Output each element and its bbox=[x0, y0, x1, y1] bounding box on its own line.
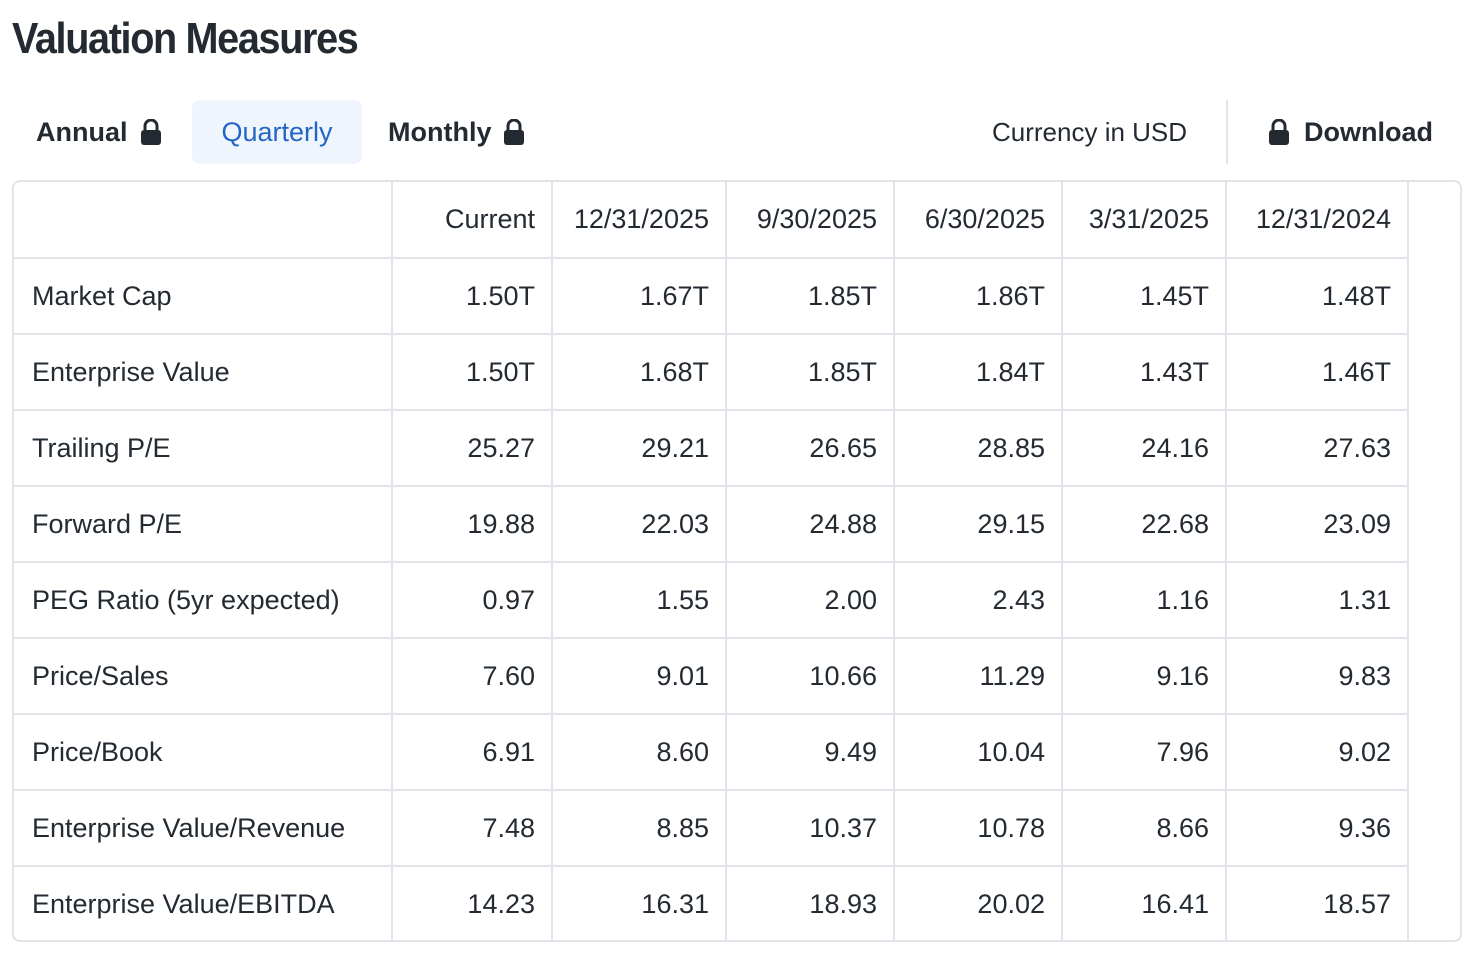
table-row: Market Cap 1.50T 1.67T 1.85T 1.86T 1.45T 1.48T bbox=[14, 258, 1409, 335]
table-cell: 29.15 bbox=[894, 486, 1063, 563]
table-cell: 1.46T bbox=[1226, 334, 1409, 411]
download-button[interactable]: Download bbox=[1268, 100, 1433, 164]
column-header: 6/30/2025 bbox=[894, 182, 1063, 259]
table-cell: 1.50T bbox=[392, 334, 553, 411]
table-cell: 1.86T bbox=[894, 258, 1063, 335]
table-cell: 7.60 bbox=[392, 638, 553, 715]
table-cell: 1.67T bbox=[552, 258, 727, 335]
column-header: 12/31/2024 bbox=[1226, 182, 1409, 259]
table-row: Price/Sales 7.60 9.01 10.66 11.29 9.16 9.83 bbox=[14, 638, 1409, 715]
table-cell: 10.66 bbox=[726, 638, 895, 715]
valuation-table: Current 12/31/2025 9/30/2025 6/30/2025 3… bbox=[12, 180, 1462, 942]
table-cell: 1.85T bbox=[726, 258, 895, 335]
table-row: Price/Book 6.91 8.60 9.49 10.04 7.96 9.02 bbox=[14, 714, 1409, 791]
table-cell: 1.48T bbox=[1226, 258, 1409, 335]
table-cell: 9.02 bbox=[1226, 714, 1409, 791]
table-cell: 10.37 bbox=[726, 790, 895, 867]
table-cell: 11.29 bbox=[894, 638, 1063, 715]
tab-annual-label: Annual bbox=[36, 116, 128, 147]
table-cell: 18.93 bbox=[726, 866, 895, 940]
table-header-row: Current 12/31/2025 9/30/2025 6/30/2025 3… bbox=[14, 182, 1409, 259]
table-cell: 9.83 bbox=[1226, 638, 1409, 715]
table-row: Enterprise Value/Revenue 7.48 8.85 10.37 10.… bbox=[14, 790, 1409, 867]
table-cell: 1.84T bbox=[894, 334, 1063, 411]
row-label: Forward P/E bbox=[14, 486, 393, 563]
currency-label: Currency in USD bbox=[992, 116, 1188, 147]
table-cell: 22.03 bbox=[552, 486, 727, 563]
table-cell: 28.85 bbox=[894, 410, 1063, 487]
table-cell: 16.31 bbox=[552, 866, 727, 940]
tab-monthly[interactable]: Monthly bbox=[382, 100, 552, 164]
table-cell: 8.66 bbox=[1062, 790, 1227, 867]
table-cell: 22.68 bbox=[1062, 486, 1227, 563]
toolbar-divider bbox=[1226, 100, 1228, 164]
row-label: Enterprise Value/Revenue bbox=[14, 790, 393, 867]
table-cell: 10.78 bbox=[894, 790, 1063, 867]
table-cell: 9.16 bbox=[1062, 638, 1227, 715]
page-title: Valuation Measures bbox=[12, 14, 359, 63]
row-label: PEG Ratio (5yr expected) bbox=[14, 562, 393, 639]
table-cell: 1.31 bbox=[1226, 562, 1409, 639]
table-cell: 20.02 bbox=[894, 866, 1063, 940]
column-header bbox=[14, 182, 393, 259]
lock-icon bbox=[503, 119, 525, 145]
lock-icon bbox=[1268, 119, 1290, 145]
table-cell: 27.63 bbox=[1226, 410, 1409, 487]
table-cell: 10.04 bbox=[894, 714, 1063, 791]
table-cell: 6.91 bbox=[392, 714, 553, 791]
table-cell: 1.16 bbox=[1062, 562, 1227, 639]
table-cell: 7.96 bbox=[1062, 714, 1227, 791]
table-row: Enterprise Value 1.50T 1.68T 1.85T 1.84T 1.43… bbox=[14, 334, 1409, 411]
row-label: Market Cap bbox=[14, 258, 393, 335]
table-cell: 1.85T bbox=[726, 334, 895, 411]
download-label: Download bbox=[1304, 116, 1433, 147]
table-cell: 29.21 bbox=[552, 410, 727, 487]
table-row: Enterprise Value/EBITDA 14.23 16.31 18.93 20… bbox=[14, 866, 1409, 940]
table-cell: 9.01 bbox=[552, 638, 727, 715]
table-cell: 14.23 bbox=[392, 866, 553, 940]
table-cell: 7.48 bbox=[392, 790, 553, 867]
table-cell: 0.97 bbox=[392, 562, 553, 639]
row-label: Enterprise Value bbox=[14, 334, 393, 411]
table-cell: 24.88 bbox=[726, 486, 895, 563]
table-cell: 1.55 bbox=[552, 562, 727, 639]
column-header: 9/30/2025 bbox=[726, 182, 895, 259]
row-label: Price/Sales bbox=[14, 638, 393, 715]
column-header: 3/31/2025 bbox=[1062, 182, 1227, 259]
lock-icon bbox=[140, 119, 162, 145]
table-cell: 8.60 bbox=[552, 714, 727, 791]
tab-annual[interactable]: Annual bbox=[22, 100, 172, 164]
table-cell: 2.43 bbox=[894, 562, 1063, 639]
row-label: Price/Book bbox=[14, 714, 393, 791]
column-header: Current bbox=[392, 182, 553, 259]
table-cell: 24.16 bbox=[1062, 410, 1227, 487]
table-cell: 1.45T bbox=[1062, 258, 1227, 335]
row-label: Trailing P/E bbox=[14, 410, 393, 487]
table-cell: 16.41 bbox=[1062, 866, 1227, 940]
tab-quarterly[interactable]: Quarterly bbox=[192, 100, 362, 164]
table-cell: 26.65 bbox=[726, 410, 895, 487]
table-cell: 1.68T bbox=[552, 334, 727, 411]
table-row: Trailing P/E 25.27 29.21 26.65 28.85 24.16 27.… bbox=[14, 410, 1409, 487]
table-cell: 25.27 bbox=[392, 410, 553, 487]
table-cell: 9.36 bbox=[1226, 790, 1409, 867]
table-row: Forward P/E 19.88 22.03 24.88 29.15 22.68 23.0… bbox=[14, 486, 1409, 563]
table-cell: 19.88 bbox=[392, 486, 553, 563]
table-cell: 1.43T bbox=[1062, 334, 1227, 411]
period-toolbar: Annual Quarterly Monthly Currency in USD… bbox=[12, 100, 1462, 164]
row-label: Enterprise Value/EBITDA bbox=[14, 866, 393, 940]
column-header: 12/31/2025 bbox=[552, 182, 727, 259]
table-row: PEG Ratio (5yr expected) 0.97 1.55 2.00 2.43… bbox=[14, 562, 1409, 639]
table-cell: 2.00 bbox=[726, 562, 895, 639]
table-cell: 23.09 bbox=[1226, 486, 1409, 563]
table-cell: 9.49 bbox=[726, 714, 895, 791]
table-cell: 8.85 bbox=[552, 790, 727, 867]
tab-quarterly-label: Quarterly bbox=[221, 116, 333, 147]
tab-monthly-label: Monthly bbox=[388, 116, 492, 147]
table-cell: 1.50T bbox=[392, 258, 553, 335]
table-cell: 18.57 bbox=[1226, 866, 1409, 940]
